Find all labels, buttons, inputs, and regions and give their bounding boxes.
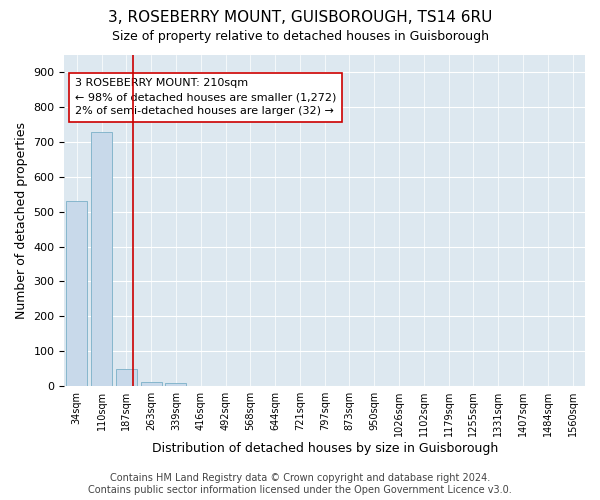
Bar xyxy=(91,132,112,386)
Y-axis label: Number of detached properties: Number of detached properties xyxy=(15,122,28,319)
Text: 3, ROSEBERRY MOUNT, GUISBOROUGH, TS14 6RU: 3, ROSEBERRY MOUNT, GUISBOROUGH, TS14 6R… xyxy=(108,10,492,25)
Text: Contains HM Land Registry data © Crown copyright and database right 2024.
Contai: Contains HM Land Registry data © Crown c… xyxy=(88,474,512,495)
Text: Size of property relative to detached houses in Guisborough: Size of property relative to detached ho… xyxy=(112,30,488,43)
X-axis label: Distribution of detached houses by size in Guisborough: Distribution of detached houses by size … xyxy=(152,442,498,455)
Bar xyxy=(166,383,187,386)
Text: 3 ROSEBERRY MOUNT: 210sqm
← 98% of detached houses are smaller (1,272)
2% of sem: 3 ROSEBERRY MOUNT: 210sqm ← 98% of detac… xyxy=(75,78,336,116)
Bar xyxy=(116,369,137,386)
Bar xyxy=(140,382,162,386)
Bar xyxy=(66,202,88,386)
